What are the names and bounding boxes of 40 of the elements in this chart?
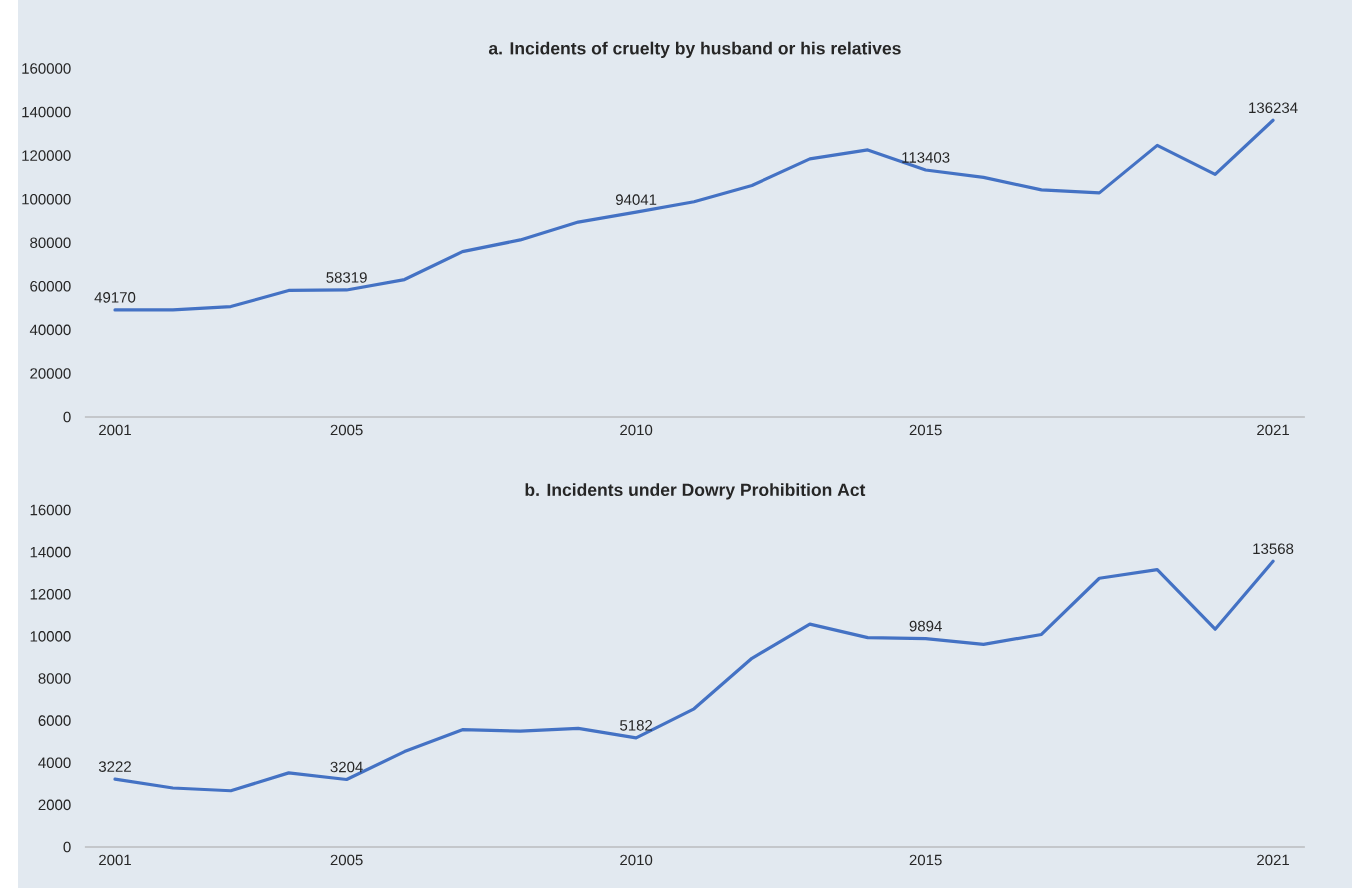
x-tick-label: 2021 xyxy=(1257,854,1289,866)
y-tick-label: 14000 xyxy=(30,546,71,558)
y-tick-label: 16000 xyxy=(30,504,71,516)
x-tick-label: 2001 xyxy=(99,854,131,866)
y-tick-label: 100000 xyxy=(22,193,71,205)
x-tick-label: 2021 xyxy=(1257,424,1289,436)
y-tick-label: 0 xyxy=(63,841,71,853)
y-tick-label: 60000 xyxy=(30,281,71,292)
chart-title: a. Incidents of cruelty by husband or his relatives xyxy=(488,41,901,58)
y-tick-label: 2000 xyxy=(38,799,71,811)
data-label: 3204 xyxy=(330,761,363,773)
y-tick-label: 12000 xyxy=(30,588,71,600)
data-label: 94041 xyxy=(615,194,657,205)
x-tick-label: 2005 xyxy=(330,424,363,436)
y-tick-label: 0 xyxy=(63,411,71,423)
y-tick-label: 6000 xyxy=(38,715,71,726)
x-tick-label: 2015 xyxy=(909,424,942,436)
data-label: 136234 xyxy=(1249,102,1298,114)
data-label: 13568 xyxy=(1253,543,1294,555)
y-tick-label: 4000 xyxy=(38,757,71,769)
x-tick-label: 2001 xyxy=(99,424,131,436)
data-label: 9894 xyxy=(909,620,942,632)
y-tick-label: 160000 xyxy=(22,63,71,74)
x-tick-label: 2010 xyxy=(620,854,653,866)
data-label: 3222 xyxy=(98,761,131,772)
y-tick-label: 20000 xyxy=(30,368,71,379)
data-label: 5182 xyxy=(620,720,653,731)
data-label: 58319 xyxy=(326,272,367,283)
x-tick-label: 2015 xyxy=(909,854,942,866)
data-label: 113403 xyxy=(902,152,950,163)
x-tick-label: 2005 xyxy=(330,854,363,866)
data-label: 49170 xyxy=(94,292,136,303)
x-tick-label: 2010 xyxy=(620,424,653,436)
y-tick-label: 10000 xyxy=(30,631,71,642)
y-tick-label: 120000 xyxy=(22,150,71,161)
chart-title: b. Incidents under Dowry Prohibition Act xyxy=(525,483,866,500)
y-tick-label: 8000 xyxy=(38,673,71,684)
y-tick-label: 140000 xyxy=(22,106,71,118)
y-tick-label: 80000 xyxy=(30,237,71,249)
y-tick-label: 40000 xyxy=(29,324,71,336)
